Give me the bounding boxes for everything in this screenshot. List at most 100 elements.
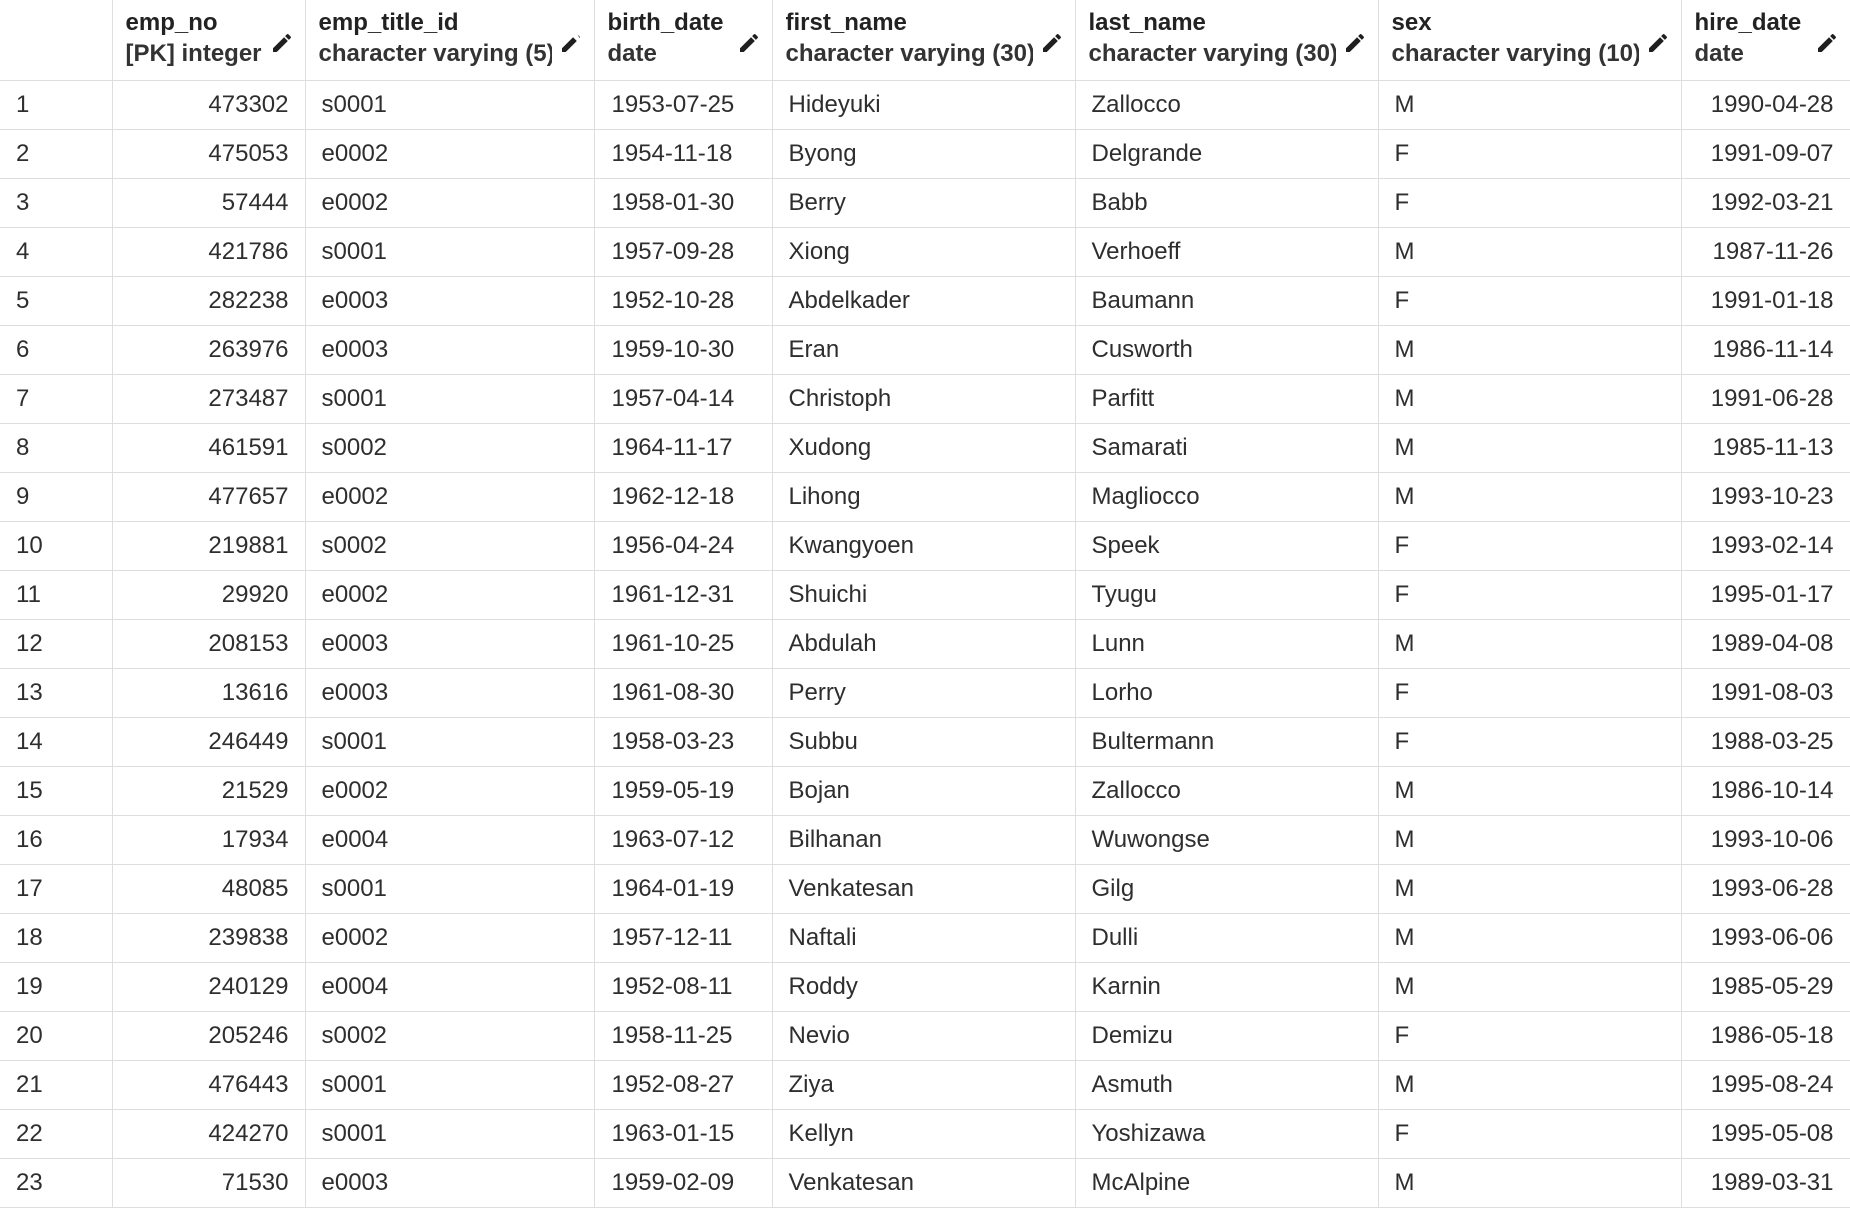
cell-birth-date[interactable]: 1957-04-14 xyxy=(593,374,773,424)
row-number[interactable]: 21 xyxy=(0,1060,113,1110)
cell-last-name[interactable]: McAlpine xyxy=(1074,1158,1379,1208)
cell-emp-no[interactable]: 208153 xyxy=(111,619,306,669)
column-header-hire-date[interactable]: hire_date date xyxy=(1680,0,1850,81)
cell-emp-no[interactable]: 205246 xyxy=(111,1011,306,1061)
cell-sex[interactable]: M xyxy=(1377,1158,1682,1208)
table-row[interactable]: 1 473302 s0001 1953-07-25 Hideyuki Zallocco M 1… xyxy=(0,80,1850,130)
table-row[interactable]: 19 240129 e0004 1952-08-11 Roddy Karnin M 1985-… xyxy=(0,962,1850,1012)
cell-emp-title-id[interactable]: e0004 xyxy=(304,815,595,865)
cell-last-name[interactable]: Delgrande xyxy=(1074,129,1379,179)
table-row[interactable]: 15 21529 e0002 1959-05-19 Bojan Zallocco M 1986… xyxy=(0,766,1850,816)
cell-birth-date[interactable]: 1957-09-28 xyxy=(593,227,773,277)
cell-sex[interactable]: M xyxy=(1377,962,1682,1012)
cell-emp-title-id[interactable]: e0002 xyxy=(304,129,595,179)
cell-last-name[interactable]: Asmuth xyxy=(1074,1060,1379,1110)
cell-birth-date[interactable]: 1962-12-18 xyxy=(593,472,773,522)
table-row[interactable]: 13 13616 e0003 1961-08-30 Perry Lorho F 1991-08… xyxy=(0,668,1850,718)
cell-last-name[interactable]: Dulli xyxy=(1074,913,1379,963)
row-number[interactable]: 2 xyxy=(0,129,113,179)
cell-emp-no[interactable]: 29920 xyxy=(111,570,306,620)
row-number[interactable]: 5 xyxy=(0,276,113,326)
cell-emp-title-id[interactable]: e0002 xyxy=(304,766,595,816)
row-number[interactable]: 14 xyxy=(0,717,113,767)
cell-emp-title-id[interactable]: e0002 xyxy=(304,178,595,228)
table-row[interactable]: 22 424270 s0001 1963-01-15 Kellyn Yoshizawa F 1… xyxy=(0,1109,1850,1159)
cell-hire-date[interactable]: 1993-10-23 xyxy=(1680,472,1850,522)
cell-last-name[interactable]: Magliocco xyxy=(1074,472,1379,522)
cell-last-name[interactable]: Demizu xyxy=(1074,1011,1379,1061)
table-row[interactable]: 8 461591 s0002 1964-11-17 Xudong Samarati M 198… xyxy=(0,423,1850,473)
cell-birth-date[interactable]: 1959-05-19 xyxy=(593,766,773,816)
cell-last-name[interactable]: Verhoeff xyxy=(1074,227,1379,277)
cell-emp-title-id[interactable]: e0004 xyxy=(304,962,595,1012)
cell-birth-date[interactable]: 1961-10-25 xyxy=(593,619,773,669)
cell-emp-title-id[interactable]: s0002 xyxy=(304,423,595,473)
cell-emp-no[interactable]: 48085 xyxy=(111,864,306,914)
table-row[interactable]: 20 205246 s0002 1958-11-25 Nevio Demizu F 1986-… xyxy=(0,1011,1850,1061)
cell-birth-date[interactable]: 1959-10-30 xyxy=(593,325,773,375)
pencil-icon[interactable] xyxy=(269,30,295,56)
cell-emp-title-id[interactable]: e0003 xyxy=(304,1158,595,1208)
cell-emp-no[interactable]: 17934 xyxy=(111,815,306,865)
cell-birth-date[interactable]: 1961-08-30 xyxy=(593,668,773,718)
cell-emp-no[interactable]: 282238 xyxy=(111,276,306,326)
cell-emp-no[interactable]: 57444 xyxy=(111,178,306,228)
cell-hire-date[interactable]: 1985-05-29 xyxy=(1680,962,1850,1012)
cell-last-name[interactable]: Samarati xyxy=(1074,423,1379,473)
cell-hire-date[interactable]: 1995-01-17 xyxy=(1680,570,1850,620)
cell-emp-title-id[interactable]: s0001 xyxy=(304,1060,595,1110)
cell-hire-date[interactable]: 1986-11-14 xyxy=(1680,325,1850,375)
row-number[interactable]: 9 xyxy=(0,472,113,522)
cell-sex[interactable]: F xyxy=(1377,521,1682,571)
cell-first-name[interactable]: Naftali xyxy=(771,913,1076,963)
cell-emp-title-id[interactable]: e0003 xyxy=(304,325,595,375)
table-row[interactable]: 5 282238 e0003 1952-10-28 Abdelkader Baumann F… xyxy=(0,276,1850,326)
cell-hire-date[interactable]: 1991-06-28 xyxy=(1680,374,1850,424)
cell-first-name[interactable]: Venkatesan xyxy=(771,864,1076,914)
cell-hire-date[interactable]: 1989-03-31 xyxy=(1680,1158,1850,1208)
row-number[interactable]: 6 xyxy=(0,325,113,375)
cell-hire-date[interactable]: 1991-08-03 xyxy=(1680,668,1850,718)
cell-emp-title-id[interactable]: s0001 xyxy=(304,864,595,914)
cell-hire-date[interactable]: 1990-04-28 xyxy=(1680,80,1850,130)
cell-sex[interactable]: F xyxy=(1377,570,1682,620)
row-number[interactable]: 3 xyxy=(0,178,113,228)
table-row[interactable]: 18 239838 e0002 1957-12-11 Naftali Dulli M 1993… xyxy=(0,913,1850,963)
cell-birth-date[interactable]: 1958-03-23 xyxy=(593,717,773,767)
cell-hire-date[interactable]: 1985-11-13 xyxy=(1680,423,1850,473)
cell-sex[interactable]: F xyxy=(1377,668,1682,718)
column-header-emp-no[interactable]: emp_no [PK] integer xyxy=(111,0,306,81)
row-number[interactable]: 19 xyxy=(0,962,113,1012)
cell-last-name[interactable]: Lunn xyxy=(1074,619,1379,669)
cell-birth-date[interactable]: 1952-08-11 xyxy=(593,962,773,1012)
cell-sex[interactable]: M xyxy=(1377,472,1682,522)
cell-last-name[interactable]: Zallocco xyxy=(1074,766,1379,816)
cell-sex[interactable]: M xyxy=(1377,913,1682,963)
cell-sex[interactable]: F xyxy=(1377,276,1682,326)
cell-birth-date[interactable]: 1958-11-25 xyxy=(593,1011,773,1061)
cell-emp-no[interactable]: 273487 xyxy=(111,374,306,424)
cell-emp-title-id[interactable]: s0001 xyxy=(304,227,595,277)
cell-first-name[interactable]: Lihong xyxy=(771,472,1076,522)
cell-hire-date[interactable]: 1993-10-06 xyxy=(1680,815,1850,865)
cell-last-name[interactable]: Babb xyxy=(1074,178,1379,228)
cell-first-name[interactable]: Kwangyoen xyxy=(771,521,1076,571)
cell-first-name[interactable]: Xiong xyxy=(771,227,1076,277)
cell-emp-title-id[interactable]: e0003 xyxy=(304,668,595,718)
cell-emp-no[interactable]: 263976 xyxy=(111,325,306,375)
cell-emp-title-id[interactable]: e0002 xyxy=(304,913,595,963)
cell-emp-title-id[interactable]: s0002 xyxy=(304,521,595,571)
cell-sex[interactable]: F xyxy=(1377,1011,1682,1061)
column-header-last-name[interactable]: last_name character varying (30) xyxy=(1074,0,1379,81)
cell-sex[interactable]: F xyxy=(1377,129,1682,179)
cell-first-name[interactable]: Nevio xyxy=(771,1011,1076,1061)
cell-first-name[interactable]: Shuichi xyxy=(771,570,1076,620)
pencil-icon[interactable] xyxy=(736,30,762,56)
table-row[interactable]: 23 71530 e0003 1959-02-09 Venkatesan McAlpine… xyxy=(0,1158,1850,1208)
cell-hire-date[interactable]: 1992-03-21 xyxy=(1680,178,1850,228)
cell-hire-date[interactable]: 1987-11-26 xyxy=(1680,227,1850,277)
cell-emp-no[interactable]: 421786 xyxy=(111,227,306,277)
table-row[interactable]: 2 475053 e0002 1954-11-18 Byong Delgrande F 199… xyxy=(0,129,1850,179)
table-row[interactable]: 10 219881 s0002 1956-04-24 Kwangyoen Speek F 19… xyxy=(0,521,1850,571)
cell-emp-no[interactable]: 477657 xyxy=(111,472,306,522)
